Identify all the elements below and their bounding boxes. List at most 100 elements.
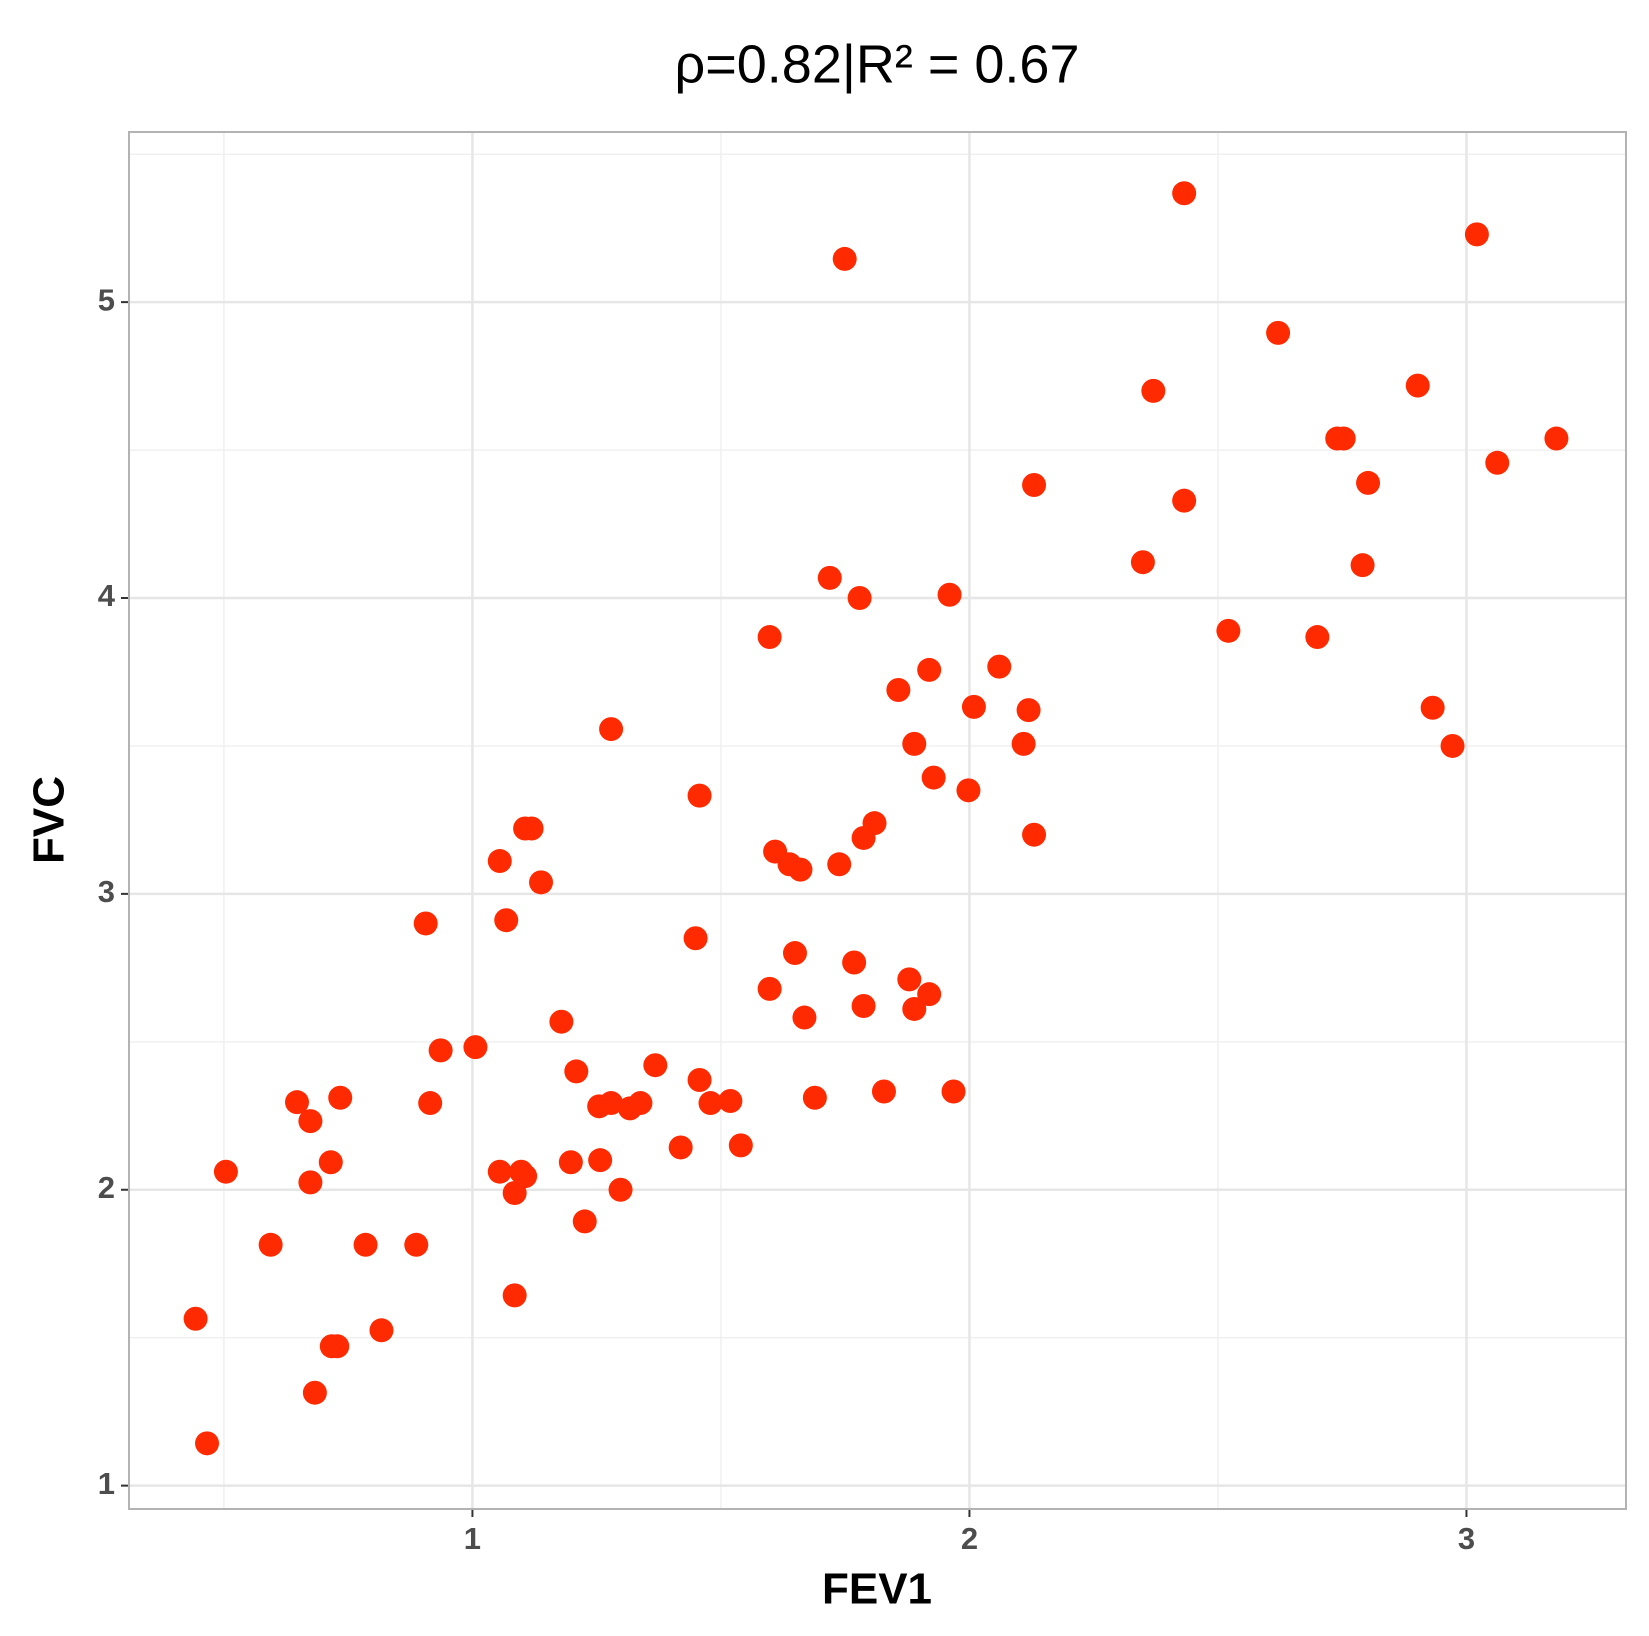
- point: [328, 1085, 353, 1110]
- point: [628, 1091, 653, 1116]
- point: [418, 1091, 443, 1116]
- point: [886, 678, 911, 703]
- point: [183, 1306, 208, 1331]
- point: [1266, 320, 1291, 345]
- point: [1305, 625, 1330, 650]
- point: [1172, 488, 1197, 513]
- point: [668, 1135, 693, 1160]
- point: [788, 857, 813, 882]
- point: [921, 765, 946, 790]
- point: [558, 1150, 583, 1175]
- point: [599, 1091, 624, 1116]
- point: [862, 811, 887, 836]
- point: [961, 694, 986, 719]
- x-tick-label: 2: [961, 1521, 978, 1556]
- point: [687, 1067, 712, 1092]
- point: [937, 582, 962, 607]
- point: [757, 976, 782, 1001]
- point: [1485, 450, 1510, 475]
- point: [1356, 470, 1381, 495]
- point: [728, 1133, 753, 1158]
- point: [1405, 373, 1430, 398]
- point: [318, 1150, 343, 1175]
- point: [718, 1088, 743, 1113]
- point: [1440, 733, 1465, 758]
- x-axis-title: FEV1: [822, 1565, 932, 1614]
- y-tick-label: 3: [98, 874, 115, 909]
- point: [487, 849, 512, 874]
- point: [428, 1038, 453, 1063]
- point: [917, 982, 942, 1007]
- point: [599, 717, 624, 742]
- point: [572, 1209, 597, 1234]
- point: [1141, 378, 1166, 403]
- point: [1022, 822, 1047, 847]
- point: [513, 1164, 538, 1189]
- point: [683, 926, 708, 951]
- point: [817, 565, 842, 590]
- x-tick-label: 3: [1458, 1521, 1475, 1556]
- point: [608, 1177, 633, 1202]
- point: [782, 941, 807, 966]
- point: [902, 731, 927, 756]
- point: [698, 1091, 723, 1116]
- point: [588, 1148, 613, 1173]
- point: [851, 994, 876, 1019]
- point: [325, 1334, 350, 1359]
- point: [564, 1059, 589, 1084]
- point: [897, 967, 922, 992]
- point: [827, 852, 852, 877]
- point: [1011, 731, 1036, 756]
- point: [404, 1232, 429, 1257]
- point: [941, 1079, 966, 1104]
- point: [1016, 698, 1041, 723]
- point: [284, 1090, 309, 1115]
- point: [1464, 222, 1489, 247]
- point: [494, 908, 519, 933]
- point: [792, 1005, 817, 1030]
- point: [1420, 695, 1445, 720]
- point: [353, 1232, 378, 1257]
- point: [757, 625, 782, 650]
- point: [917, 657, 942, 682]
- x-tick-label: 1: [464, 1521, 481, 1556]
- point: [369, 1318, 394, 1343]
- point: [832, 246, 857, 271]
- chart-title: ρ=0.82|R² = 0.67: [675, 34, 1080, 94]
- point: [987, 654, 1012, 679]
- point: [213, 1159, 238, 1184]
- point: [195, 1431, 220, 1456]
- point: [1350, 553, 1375, 578]
- point: [1544, 426, 1569, 451]
- point: [847, 586, 872, 611]
- point: [258, 1232, 283, 1257]
- point: [529, 870, 554, 895]
- point: [842, 950, 867, 975]
- point: [487, 1159, 512, 1184]
- y-tick-label: 5: [98, 282, 115, 317]
- point: [643, 1053, 668, 1078]
- point: [549, 1009, 574, 1034]
- point: [302, 1380, 327, 1405]
- point: [298, 1109, 323, 1134]
- point: [463, 1035, 488, 1060]
- y-tick-label: 2: [98, 1170, 115, 1205]
- y-axis-title: FVC: [25, 776, 74, 864]
- point: [298, 1170, 323, 1195]
- point: [802, 1085, 827, 1110]
- point: [1172, 181, 1197, 206]
- point: [1130, 550, 1155, 575]
- y-tick-label: 1: [98, 1466, 115, 1501]
- point: [902, 996, 927, 1021]
- point: [502, 1283, 527, 1308]
- point: [687, 783, 712, 808]
- plot-border: [128, 131, 1627, 1510]
- y-tick-label: 4: [98, 578, 116, 613]
- point: [1216, 618, 1241, 643]
- point: [956, 778, 981, 803]
- point: [1331, 426, 1356, 451]
- point: [1022, 472, 1047, 497]
- point: [871, 1079, 896, 1104]
- point: [519, 816, 544, 841]
